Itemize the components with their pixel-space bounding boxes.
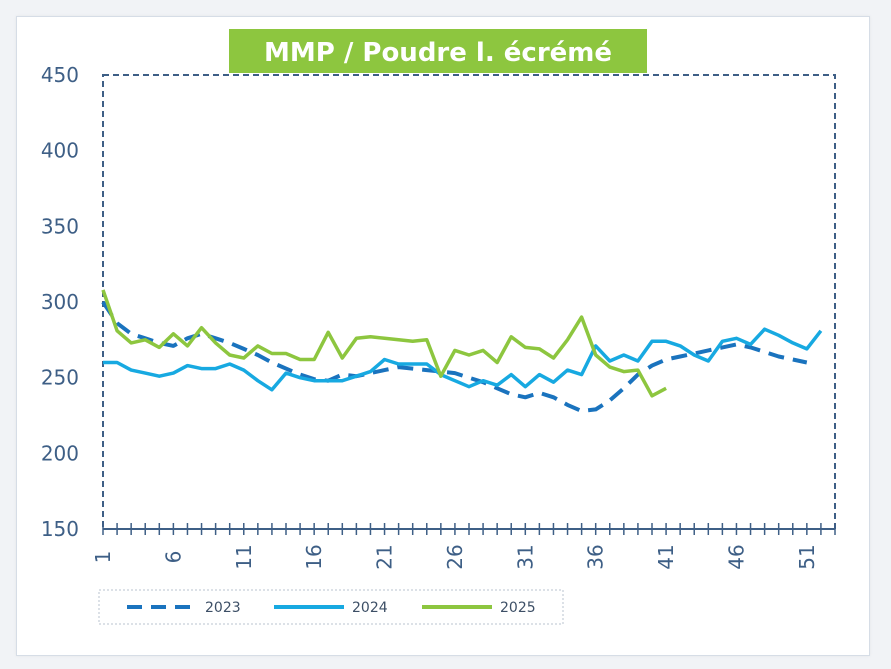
chart: MMP / Poudre l. écrémé 150 200 250 300 350 40… [41,29,836,625]
series-line-2025 [101,289,667,398]
x-tick-label: 51 [795,544,819,569]
x-tick-label: 1 [91,551,115,564]
x-tick-label: 46 [724,544,748,569]
chart-title-background [229,29,647,73]
chart-title: MMP / Poudre l. écrémé [264,38,612,68]
y-tick-label: 150 [41,517,79,541]
y-tick-label: 250 [41,366,79,390]
y-tick-label: 450 [41,63,79,87]
series-line-2023 [101,300,808,413]
x-tick-label: 26 [443,544,467,569]
legend-box [98,589,564,625]
legend: 2023 2024 2025 [98,589,564,625]
x-tick-label: 31 [513,544,537,569]
y-tick-label: 300 [41,290,79,314]
series-line-2024 [103,327,823,392]
y-tick-label: 400 [41,139,79,163]
x-tick-label: 21 [373,544,397,569]
legend-label-2025: 2025 [500,600,536,616]
x-tick-label: 6 [161,551,185,564]
plot-frame [102,74,836,530]
legend-label-2023: 2023 [205,600,241,616]
x-tick-label: 41 [654,544,678,569]
y-tick-label: 200 [41,441,79,465]
x-tick-label: 36 [584,544,608,569]
chart-card: MMP / Poudre l. écrémé 150 200 250 300 350 40… [16,16,870,656]
legend-label-2024: 2024 [352,600,388,616]
x-tick-label: 16 [302,544,326,569]
x-tick-label: 11 [232,544,256,569]
y-tick-label: 350 [41,214,79,238]
